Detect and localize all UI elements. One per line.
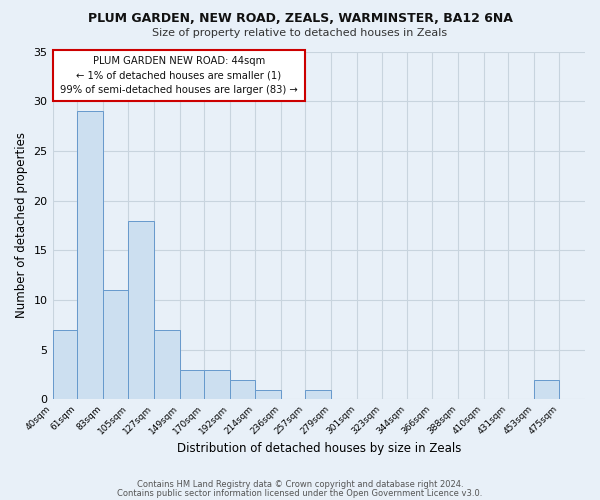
Bar (179, 370, 204, 400)
Text: Size of property relative to detached houses in Zeals: Size of property relative to detached ho… (152, 28, 448, 38)
Bar (255, 390, 281, 400)
Bar (534, 380, 559, 400)
Bar (230, 380, 255, 400)
Text: Contains public sector information licensed under the Open Government Licence v3: Contains public sector information licen… (118, 488, 482, 498)
Text: PLUM GARDEN, NEW ROAD, ZEALS, WARMINSTER, BA12 6NA: PLUM GARDEN, NEW ROAD, ZEALS, WARMINSTER… (88, 12, 512, 26)
Bar (305, 390, 331, 400)
Text: Contains HM Land Registry data © Crown copyright and database right 2024.: Contains HM Land Registry data © Crown c… (137, 480, 463, 489)
X-axis label: Distribution of detached houses by size in Zeals: Distribution of detached houses by size … (176, 442, 461, 455)
Bar (53, 330, 77, 400)
Bar (204, 370, 230, 400)
Bar (128, 220, 154, 400)
Text: PLUM GARDEN NEW ROAD: 44sqm
← 1% of detached houses are smaller (1)
99% of semi-: PLUM GARDEN NEW ROAD: 44sqm ← 1% of deta… (60, 56, 298, 95)
Bar (154, 330, 179, 400)
Y-axis label: Number of detached properties: Number of detached properties (15, 132, 28, 318)
Bar (103, 290, 128, 400)
Bar (77, 111, 103, 400)
FancyBboxPatch shape (53, 50, 305, 101)
